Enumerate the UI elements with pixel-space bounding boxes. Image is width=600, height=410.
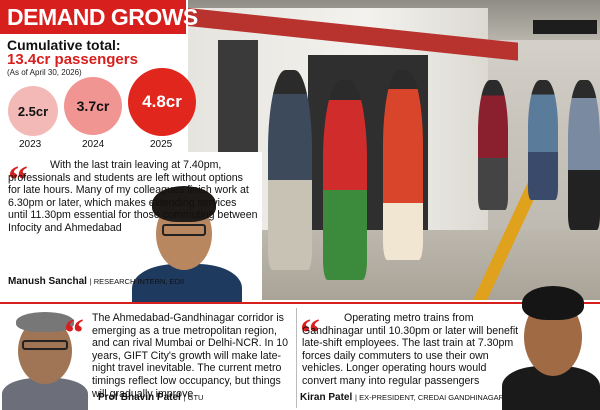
commuter	[568, 80, 600, 230]
bubble-2025: 4.8cr	[128, 68, 196, 136]
year-label: 2025	[150, 139, 173, 150]
quote-mark-icon: “	[300, 310, 320, 355]
commuter	[323, 80, 367, 280]
headline-bar: DEMAND GROWS	[0, 0, 198, 34]
section-divider	[0, 302, 600, 304]
quote-body: Operating metro trains from Gandhinagar …	[302, 312, 519, 387]
quote-author-2: Prof Bhavin Patel | GTU	[98, 392, 203, 403]
bubble-2024: 3.7cr	[64, 77, 122, 135]
cumulative-label: Cumulative total:	[7, 37, 121, 53]
quote-text-3: Operating metro trains from Gandhinagar …	[302, 312, 522, 388]
station-sign	[533, 20, 597, 34]
commuter	[268, 70, 312, 270]
metro-photo	[188, 0, 600, 300]
year-label: 2024	[82, 139, 105, 150]
quote-mark-icon: “	[64, 310, 84, 355]
author-role: | GTU	[183, 393, 204, 402]
author-role: | EX-PRESIDENT, CREDAI GANDHINAGAR	[355, 393, 505, 402]
quote-author-3: Kiran Patel | EX-PRESIDENT, CREDAI GANDH…	[300, 392, 504, 403]
author-name: Manush Sanchal	[8, 276, 87, 287]
quote-text-2: The Ahmedabad-Gandhinagar corridor is em…	[92, 312, 294, 400]
author-role: | RESEARCH INTERN, EDII	[89, 277, 185, 286]
commuter	[478, 80, 508, 210]
commuter	[528, 80, 558, 200]
column-divider	[296, 308, 297, 408]
bubble-2023: 2.5cr	[8, 86, 58, 136]
year-label: 2023	[19, 139, 42, 150]
author-name: Prof Bhavin Patel	[98, 392, 181, 403]
as-of-date: (As of April 30, 2026)	[7, 68, 82, 77]
quote-mark-icon: “	[8, 157, 28, 202]
portrait-bhavin-patel	[0, 306, 90, 410]
portrait-kiran-patel	[502, 278, 600, 410]
portrait-manush-sanchal	[122, 178, 250, 302]
quote-body: The Ahmedabad-Gandhinagar corridor is em…	[92, 312, 289, 400]
author-name: Kiran Patel	[300, 392, 353, 403]
cumulative-value: 13.4cr passengers	[7, 51, 138, 68]
commuter	[383, 70, 423, 260]
quote-body: With the last train leaving at 7.40pm, p…	[8, 159, 258, 234]
quote-author-1: Manush Sanchal | RESEARCH INTERN, EDII	[8, 276, 184, 287]
quote-text-1: With the last train leaving at 7.40pm, p…	[8, 159, 258, 235]
headline: DEMAND GROWS	[7, 4, 198, 30]
